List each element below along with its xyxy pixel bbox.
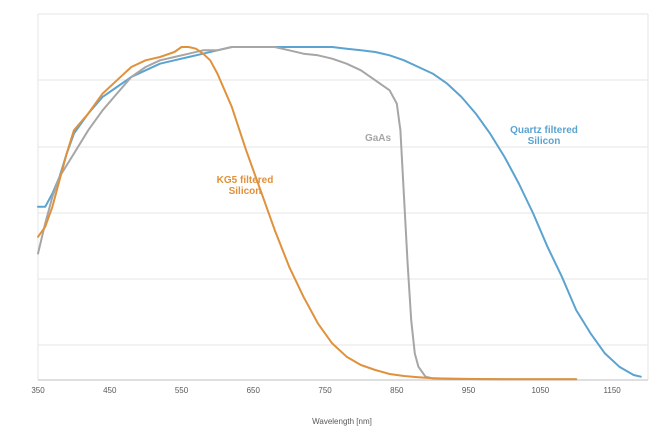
x-tick-label: 650 <box>247 386 261 395</box>
series-label-2: Silicon <box>229 186 262 197</box>
x-tick-label: 450 <box>103 386 117 395</box>
series-label-1: GaAs <box>365 133 392 144</box>
series-label-0: Quartz filtered <box>510 125 578 136</box>
series-line-0 <box>37 46 642 378</box>
series-line-1 <box>37 46 578 381</box>
x-tick-label: 1050 <box>531 386 549 395</box>
x-tick-label: 850 <box>390 386 404 395</box>
x-tick-label: 550 <box>175 386 189 395</box>
series-line-2 <box>37 46 578 381</box>
series-label-2: KG5 filtered <box>217 175 274 186</box>
x-tick-label: 950 <box>462 386 476 395</box>
series-lines <box>37 46 642 381</box>
x-tick-labels: 350 450 550 650 750 850 950 1050 1150 <box>31 386 621 395</box>
x-tick-label: 1150 <box>604 386 622 395</box>
x-tick-label: 350 <box>31 386 45 395</box>
series-label-0: Silicon <box>528 136 561 147</box>
x-axis-title: Wavelength [nm] <box>312 417 372 426</box>
x-tick-label: 750 <box>318 386 332 395</box>
